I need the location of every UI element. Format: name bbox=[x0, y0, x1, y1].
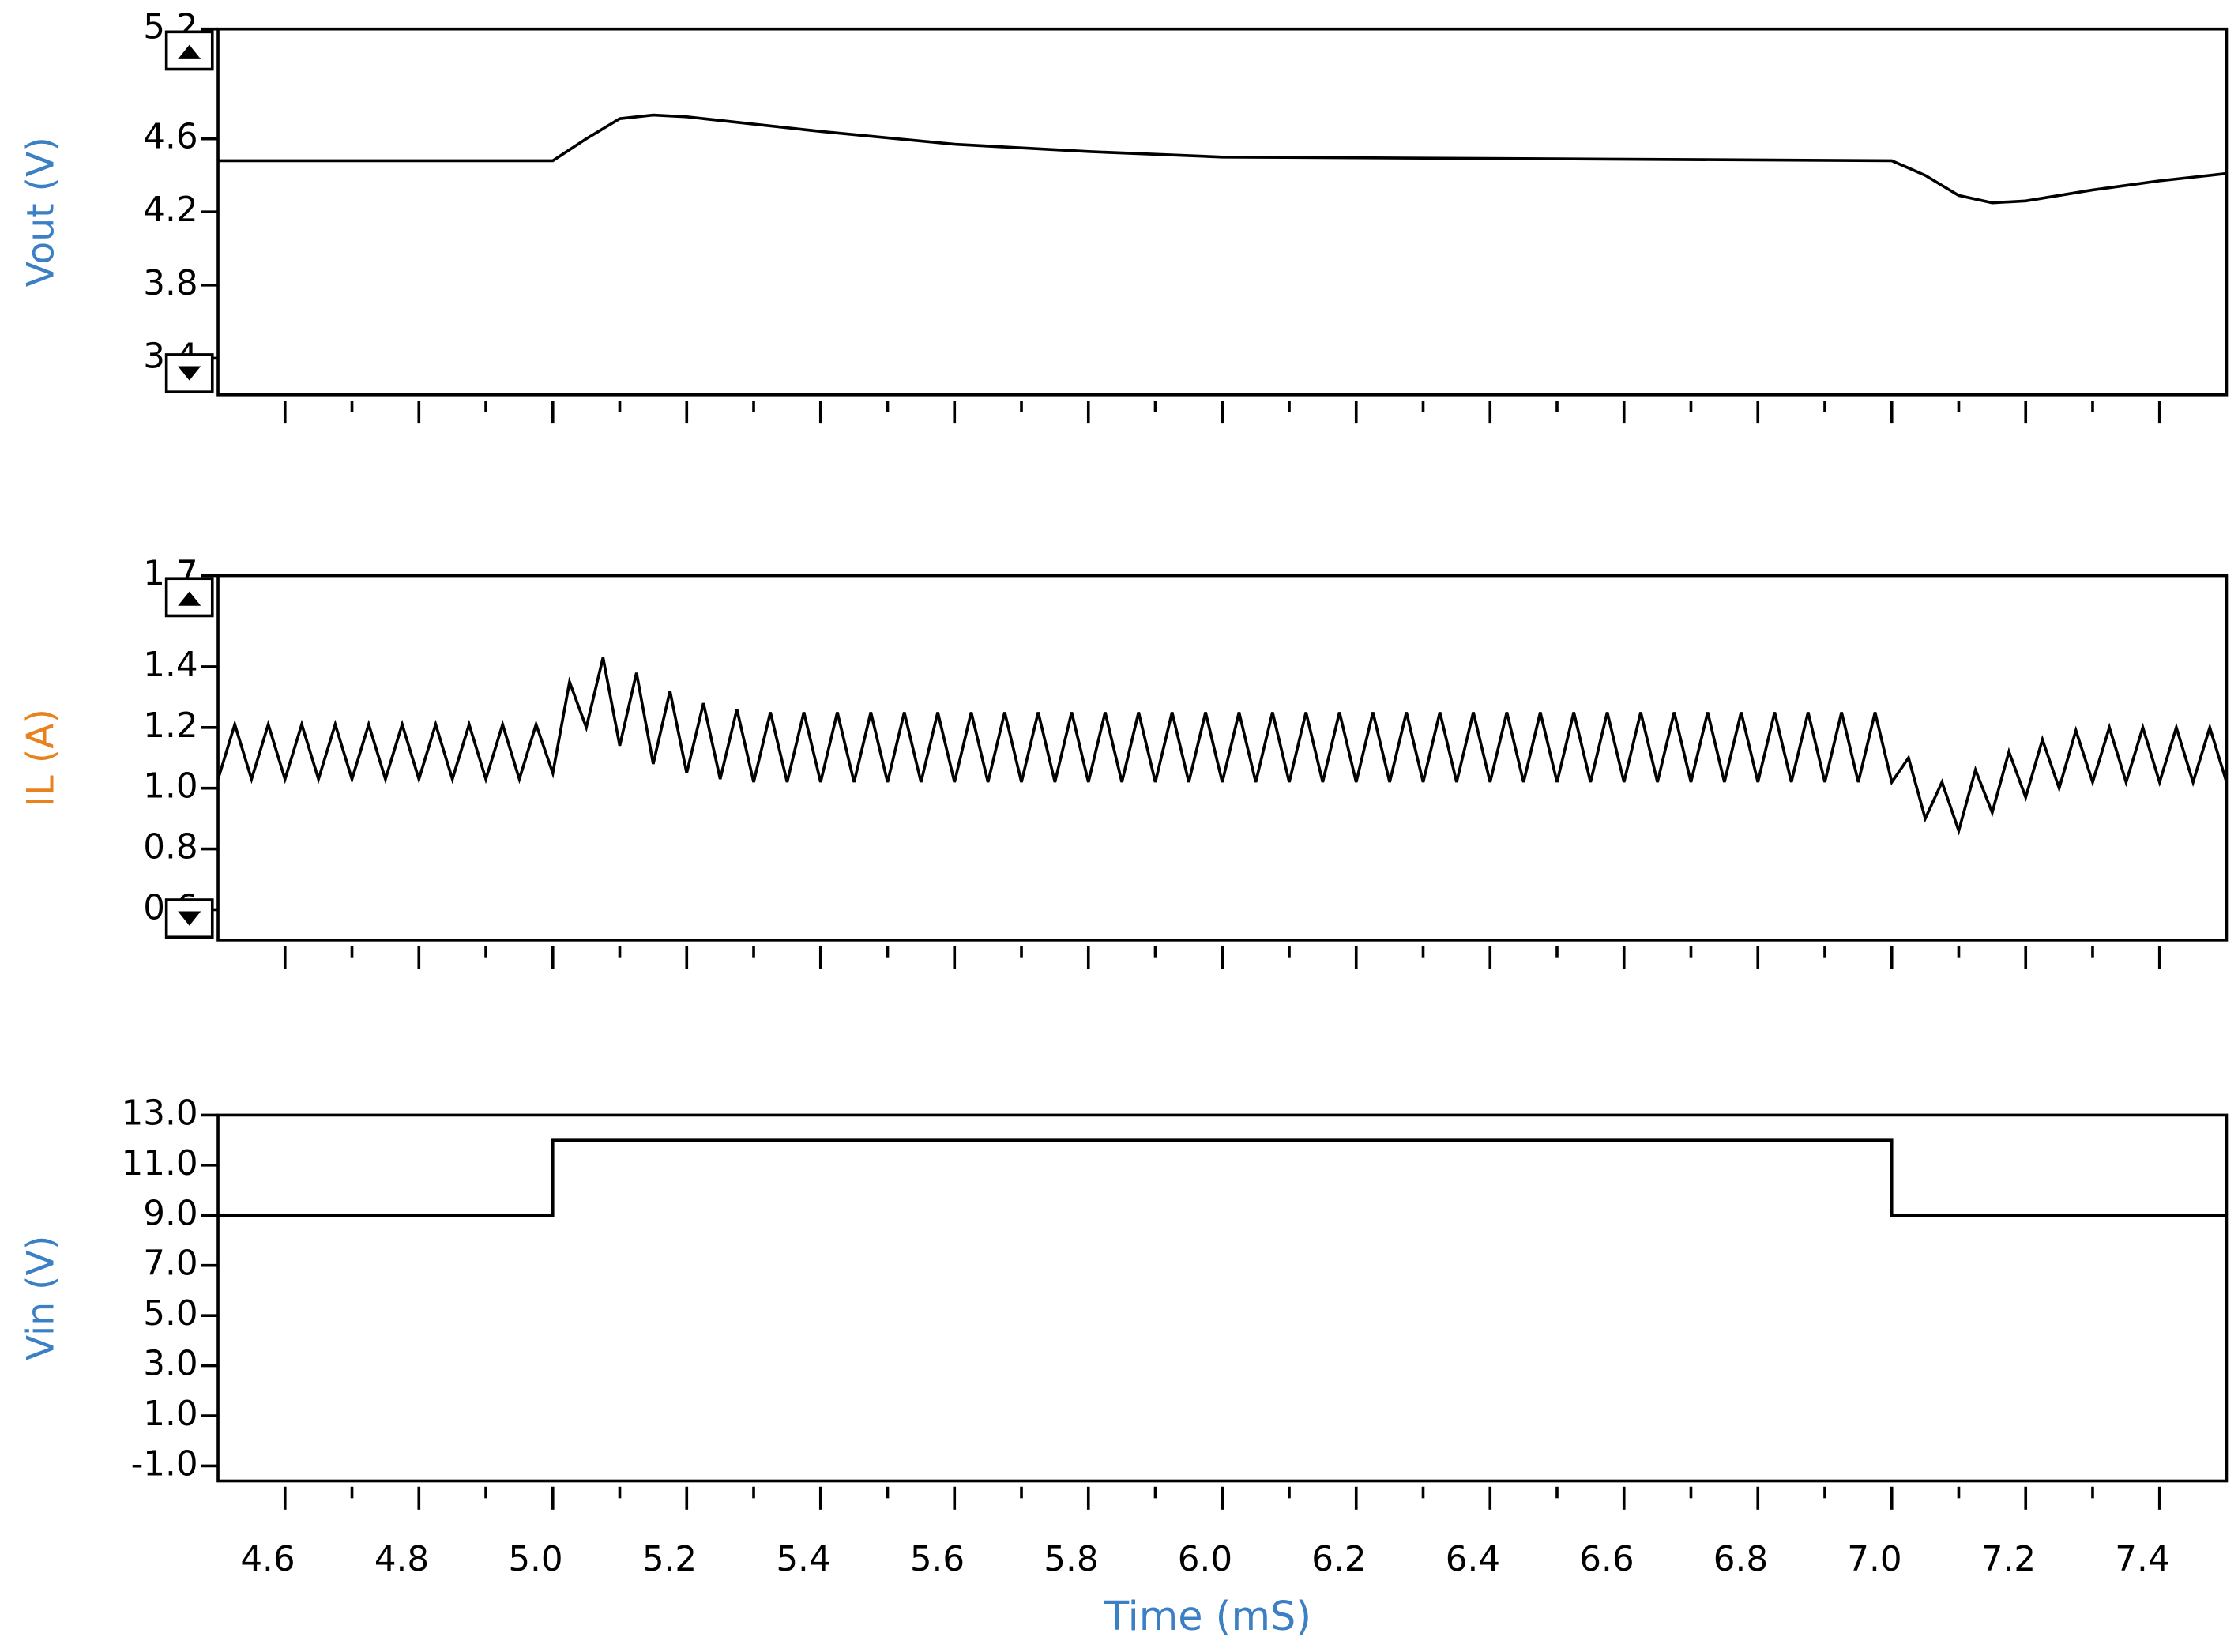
y-tick-label: 4.6 bbox=[143, 118, 197, 157]
x-axis-label: Time (mS) bbox=[1104, 1593, 1311, 1639]
plot-frame bbox=[216, 1113, 2229, 1483]
x-tick-label: 6.8 bbox=[1713, 1540, 1768, 1579]
y-tick-label: 1.0 bbox=[143, 767, 197, 807]
x-tick-label: 6.0 bbox=[1178, 1540, 1232, 1579]
x-tick-label: 7.2 bbox=[1981, 1540, 2036, 1579]
x-tick-label: 5.2 bbox=[642, 1540, 697, 1579]
y-tick-label: 5.0 bbox=[143, 1294, 197, 1334]
y-tick-label: 0.8 bbox=[143, 828, 197, 867]
x-tick-label: 5.4 bbox=[776, 1540, 830, 1579]
x-tick-label: 6.4 bbox=[1446, 1540, 1500, 1579]
x-tick-label: 5.0 bbox=[508, 1540, 562, 1579]
signal-line bbox=[218, 1138, 2227, 1217]
scroll-up-arrow bbox=[178, 44, 201, 59]
y-axis-label: IL (A) bbox=[19, 709, 62, 807]
y-tick-label: 11.0 bbox=[122, 1144, 198, 1183]
y-tick-label: 1.2 bbox=[143, 706, 197, 746]
scroll-down-arrow bbox=[178, 366, 201, 381]
x-tick-label: 6.2 bbox=[1311, 1540, 1366, 1579]
plot-frame bbox=[216, 27, 2229, 397]
y-tick-label: 1.4 bbox=[143, 645, 197, 685]
y-tick-label: 4.2 bbox=[143, 190, 197, 230]
y-tick-label: -1.0 bbox=[131, 1444, 198, 1484]
y-axis-label: Vout (V) bbox=[19, 137, 62, 287]
plot-frame bbox=[216, 574, 2229, 942]
x-tick-label: 5.6 bbox=[910, 1540, 965, 1579]
y-tick-label: 1.0 bbox=[143, 1394, 197, 1434]
x-tick-label: 4.8 bbox=[374, 1540, 429, 1579]
x-tick-label: 7.0 bbox=[1847, 1540, 1901, 1579]
x-tick-label: 7.4 bbox=[2115, 1540, 2169, 1579]
x-tick-label: 6.6 bbox=[1579, 1540, 1634, 1579]
y-tick-label: 3.0 bbox=[143, 1345, 197, 1384]
signal-line bbox=[216, 657, 2229, 836]
scroll-up-arrow bbox=[178, 591, 201, 606]
y-tick-label: 9.0 bbox=[143, 1194, 197, 1233]
y-tick-label: 7.0 bbox=[143, 1244, 197, 1284]
x-tick-label: 5.8 bbox=[1044, 1540, 1098, 1579]
y-tick-label: 13.0 bbox=[122, 1093, 198, 1133]
y-axis-label: Vin (V) bbox=[19, 1236, 62, 1360]
signal-line bbox=[218, 113, 2227, 205]
x-tick-label: 4.6 bbox=[240, 1540, 295, 1579]
y-tick-label: 3.8 bbox=[143, 264, 197, 303]
scroll-up-button bbox=[164, 30, 214, 71]
scroll-down-arrow bbox=[178, 911, 201, 926]
